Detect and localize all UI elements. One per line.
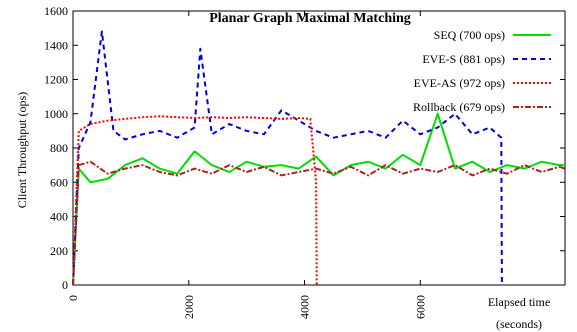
y-tick-label: 1600 <box>44 4 68 18</box>
legend: SEQ (700 ops) EVE-S (881 ops) EVE-AS (972 … <box>413 28 551 114</box>
legend-label-3: Rollback (679 ops) <box>413 100 505 114</box>
chart-title: Planar Graph Maximal Matching <box>209 11 411 26</box>
y-tick-label: 200 <box>50 244 68 258</box>
x-tick-label: 4000 <box>298 295 312 319</box>
x-axis-label-line2: (seconds) <box>496 317 542 331</box>
x-tick-label: 6000 <box>413 295 427 319</box>
plot-area: 0 200 400 600 800 1000 1200 1400 1600 0 2000 4000 60… <box>44 4 566 319</box>
legend-label-1: EVE-S (881 ops) <box>422 52 505 66</box>
y-tick-label: 0 <box>62 278 68 292</box>
series-line-0 <box>72 112 565 286</box>
x-tick-label: 0 <box>66 295 80 301</box>
legend-label-0: SEQ (700 ops) <box>434 28 505 42</box>
y-tick-label: 1200 <box>44 73 68 87</box>
series-line-3 <box>72 160 566 286</box>
y-tick-label: 600 <box>50 175 68 189</box>
series-line-2 <box>72 115 318 286</box>
series-line-1 <box>72 30 503 286</box>
y-tick-label: 800 <box>50 141 68 155</box>
x-axis-label-line1: Elapsed time <box>488 295 550 309</box>
x-tick-label: 2000 <box>182 295 196 319</box>
y-tick-label: 1400 <box>44 38 68 52</box>
y-tick-label: 400 <box>50 210 68 224</box>
y-tick-label: 1000 <box>44 107 68 121</box>
y-axis-label: Client Throughput (ops) <box>15 92 29 208</box>
legend-label-2: EVE-AS (972 ops) <box>414 76 505 90</box>
